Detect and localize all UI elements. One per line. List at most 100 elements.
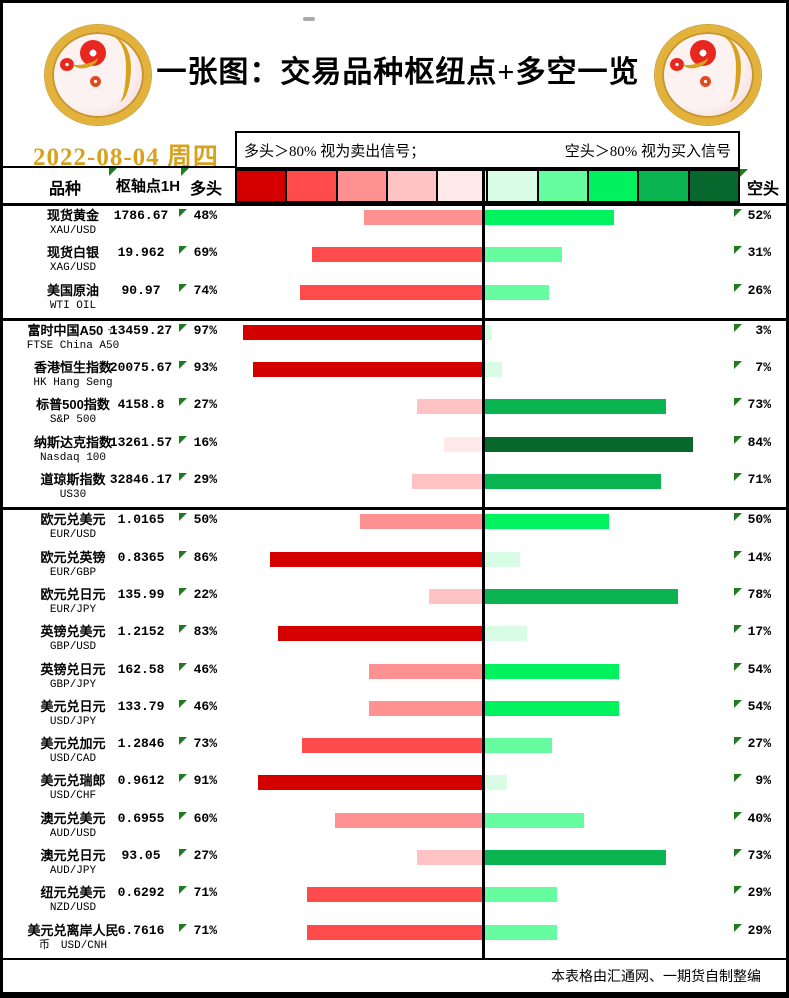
long-bar bbox=[416, 850, 484, 866]
instrument-name: 欧元兑美元 bbox=[40, 512, 106, 528]
table-row: 标普500指数 S&P 500 4158.8 27% 73% bbox=[3, 395, 786, 432]
short-bar bbox=[485, 812, 585, 828]
short-percent: 54% bbox=[747, 661, 771, 677]
short-bar bbox=[485, 362, 503, 378]
scale-cell-0 bbox=[235, 169, 288, 203]
short-percent: 31% bbox=[747, 245, 771, 261]
long-bar bbox=[428, 588, 484, 604]
instrument-code: USD/CHF bbox=[49, 790, 97, 803]
scale-cell-9 bbox=[687, 169, 740, 203]
long-bar bbox=[299, 284, 484, 300]
short-bar bbox=[485, 399, 667, 415]
short-bar bbox=[485, 284, 550, 300]
corner-marker-icon bbox=[734, 662, 742, 671]
long-bar bbox=[307, 924, 484, 940]
long-bar bbox=[242, 324, 484, 340]
short-percent: 84% bbox=[747, 434, 771, 450]
corner-marker-icon bbox=[179, 361, 187, 370]
corner-marker-icon bbox=[179, 435, 187, 444]
short-bar bbox=[485, 850, 667, 866]
short-bar bbox=[485, 775, 508, 791]
long-bar bbox=[334, 812, 484, 828]
long-percent: 16% bbox=[193, 434, 217, 450]
table-row: 美元兑日元 USD/JPY 133.79 46% 54% bbox=[3, 697, 786, 734]
short-percent: 9% bbox=[755, 773, 771, 789]
table-row: 纳斯达克指数 Nasdaq 100 13261.57 16% 84% bbox=[3, 433, 786, 470]
short-percent: 50% bbox=[747, 512, 771, 528]
instrument-code: GBP/USD bbox=[49, 641, 97, 654]
instrument-name: 美国原油 bbox=[46, 282, 99, 298]
short-bar bbox=[485, 663, 619, 679]
short-percent: 71% bbox=[747, 472, 771, 488]
corner-marker-icon bbox=[179, 774, 187, 783]
color-scale bbox=[235, 169, 740, 203]
corner-marker-icon bbox=[179, 283, 187, 292]
short-bar bbox=[485, 700, 619, 716]
instrument-code: EUR/JPY bbox=[49, 603, 97, 616]
table-row: 澳元兑日元 AUD/JPY 93.05 27% 73% bbox=[3, 846, 786, 883]
corner-marker-icon bbox=[179, 209, 187, 217]
footer-credit: 本表格由汇通网、一期货自制整编 bbox=[551, 970, 761, 985]
long-percent: 71% bbox=[193, 922, 217, 938]
gold-emblem-right-icon bbox=[655, 25, 761, 125]
pivot-value: 13459.27 bbox=[109, 322, 173, 338]
short-bar bbox=[485, 474, 662, 490]
pivot-value: 4158.8 bbox=[117, 397, 165, 413]
long-bar bbox=[302, 738, 484, 754]
short-percent: 7% bbox=[755, 360, 771, 376]
long-percent: 71% bbox=[193, 885, 217, 901]
corner-marker-icon bbox=[181, 168, 189, 176]
column-header-pivot: 枢轴点1H bbox=[115, 178, 181, 195]
long-percent: 93% bbox=[193, 360, 217, 376]
corner-marker-icon bbox=[734, 587, 742, 596]
signal-legend: 多头＞80% 视为卖出信号； 空头＞80% 视为买入信号 bbox=[235, 131, 740, 169]
instrument-code: EUR/GBP bbox=[49, 566, 97, 579]
short-percent: 17% bbox=[747, 624, 771, 640]
instrument-name: 澳元兑美元 bbox=[40, 810, 106, 826]
corner-marker-icon bbox=[734, 625, 742, 634]
long-percent: 27% bbox=[193, 397, 217, 413]
short-bar bbox=[485, 887, 557, 903]
short-bar bbox=[485, 436, 694, 452]
long-bar bbox=[416, 399, 484, 415]
divider bbox=[3, 166, 235, 168]
group-separator bbox=[3, 317, 786, 321]
instrument-name: 英镑兑美元 bbox=[40, 624, 106, 640]
long-bar bbox=[443, 436, 484, 452]
short-percent: 54% bbox=[747, 698, 771, 714]
short-bar bbox=[485, 924, 557, 940]
corner-marker-icon bbox=[734, 283, 742, 292]
long-percent: 69% bbox=[193, 245, 217, 261]
corner-marker-icon bbox=[734, 398, 742, 407]
instrument-code: 币 USD/CNH bbox=[38, 939, 108, 952]
long-percent: 46% bbox=[193, 661, 217, 677]
instrument-code: XAU/USD bbox=[49, 225, 97, 237]
long-bar bbox=[359, 514, 484, 530]
instrument-code: AUD/JPY bbox=[49, 865, 97, 878]
long-bar bbox=[369, 700, 484, 716]
short-percent: 78% bbox=[747, 586, 771, 602]
long-bar bbox=[411, 474, 484, 490]
pivot-value: 1.0165 bbox=[117, 512, 165, 528]
long-percent: 73% bbox=[193, 736, 217, 752]
instrument-code: NZD/USD bbox=[49, 902, 97, 915]
corner-marker-icon bbox=[179, 737, 187, 746]
long-percent: 48% bbox=[193, 208, 217, 223]
divider bbox=[3, 203, 786, 206]
instrument-name: 香港恒生指数 bbox=[33, 360, 112, 376]
table-row: 英镑兑美元 GBP/USD 1.2152 83% 17% bbox=[3, 622, 786, 659]
table-row: 美国原油 WTI OIL 90.97 74% 26% bbox=[3, 281, 786, 318]
long-percent: 50% bbox=[193, 512, 217, 528]
table-row: 美元兑加元 USD/CAD 1.2846 73% 27% bbox=[3, 734, 786, 771]
scale-cell-6 bbox=[536, 169, 590, 203]
short-percent: 14% bbox=[747, 549, 771, 565]
table-row: 现货黄金 XAU/USD 1786.67 48% 52% bbox=[3, 206, 786, 243]
instrument-name: 英镑兑日元 bbox=[40, 661, 106, 677]
corner-marker-icon bbox=[734, 923, 742, 932]
scale-cell-8 bbox=[637, 169, 690, 203]
long-percent: 22% bbox=[193, 586, 217, 602]
pivot-value: 162.58 bbox=[117, 661, 165, 677]
corner-marker-icon bbox=[734, 209, 742, 217]
instrument-name: 美元兑日元 bbox=[40, 698, 106, 714]
instrument-code: GBP/JPY bbox=[49, 678, 97, 691]
